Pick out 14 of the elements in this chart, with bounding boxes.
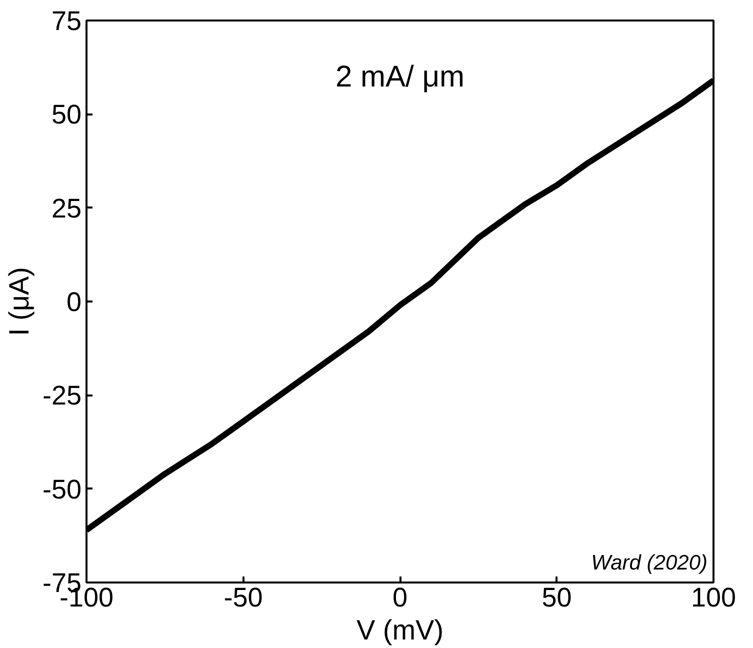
y-tick-label: 75 (51, 6, 82, 36)
x-tick-label: 100 (690, 582, 736, 612)
y-axis-title: I (μA) (3, 266, 34, 336)
x-axis-title: V (mV) (356, 614, 444, 646)
annotation: Ward (2020) (591, 552, 708, 574)
x-tick-label: 50 (542, 582, 572, 612)
y-tick-label: 50 (51, 100, 82, 130)
y-tick-label: -50 (42, 474, 82, 504)
x-tick-label: 0 (392, 582, 408, 612)
annotation: 2 mA/ μm (336, 60, 464, 94)
y-tick-label: -25 (42, 380, 82, 411)
y-tick-label: 0 (66, 287, 82, 317)
x-tick-label: -50 (224, 582, 263, 612)
y-tick-label: 25 (51, 193, 82, 224)
